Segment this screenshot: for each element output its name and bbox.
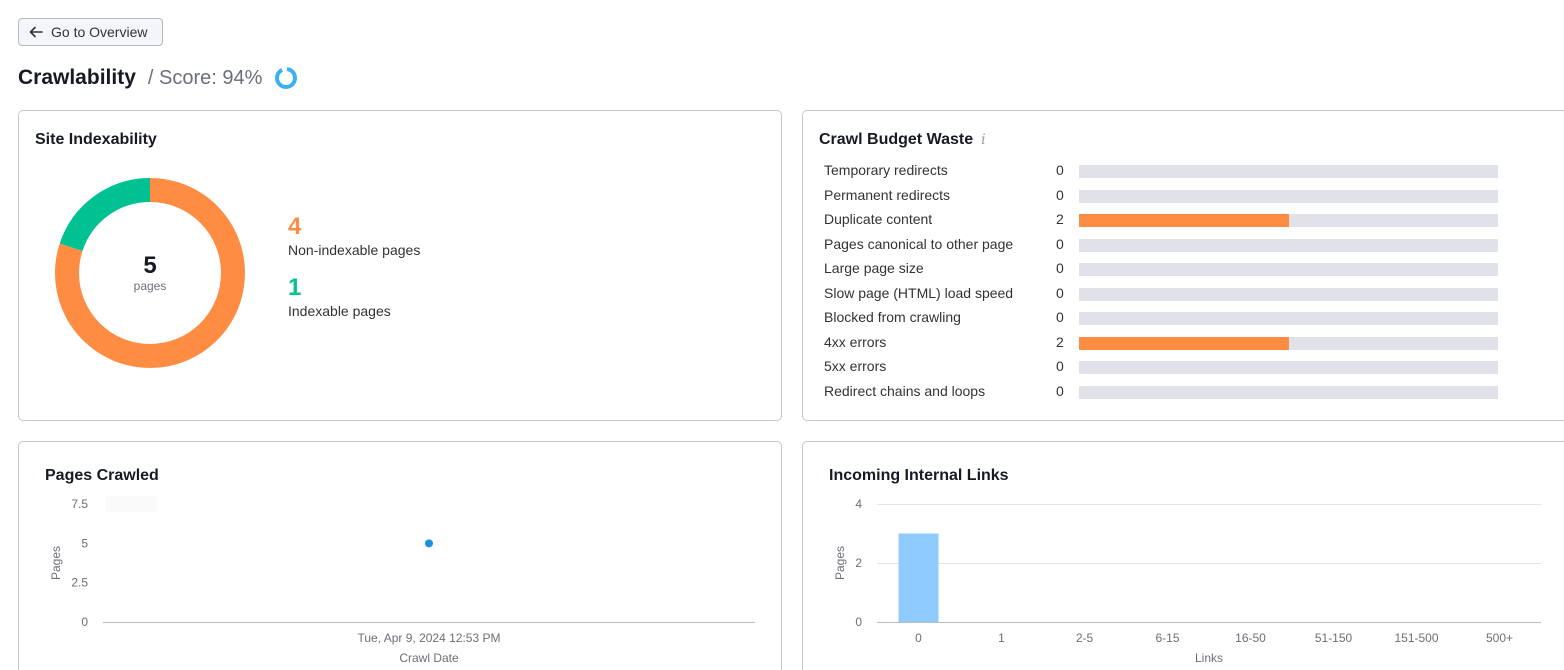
donut-segment-indexable[interactable] [55, 178, 245, 368]
crawl-budget-row[interactable]: Pages canonical to other page 0 [824, 236, 1504, 256]
pages-crawled-chart: 0 2.5 5 7.5 Pages Tue, Apr 9, 2024 12:53 PM Cr… [49, 496, 755, 665]
y-axis-label: Pages [833, 546, 847, 580]
crawl-budget-bar-track [1079, 214, 1498, 227]
y-tick-label: 2 [855, 556, 862, 570]
crawl-budget-row[interactable]: 4xx errors 2 [824, 334, 1504, 354]
x-tick-label: 151-500 [1394, 631, 1438, 645]
crawl-budget-row[interactable]: Temporary redirects 0 [824, 162, 1504, 182]
crawl-budget-bar-fill [1079, 214, 1289, 227]
x-tick-label: 51-150 [1315, 631, 1353, 645]
x-tick-label: 0 [915, 631, 922, 645]
indexable-stat[interactable]: 1 Indexable pages [288, 274, 391, 320]
crawl-budget-row-label: Permanent redirects [824, 186, 951, 203]
crawl-budget-row-value: 0 [1056, 186, 1064, 203]
indexability-donut-chart: 5 pages [55, 178, 245, 368]
crawl-budget-row-value: 0 [1056, 260, 1064, 276]
crawl-budget-row-value: 0 [1056, 382, 1064, 399]
crawl-budget-row[interactable]: Large page size 0 [824, 260, 1504, 280]
incoming-internal-links-card: Incoming Internal Links 0 2 4 Pages 0 1 2-5 6-1… [802, 441, 1564, 670]
pages-crawled-card: Pages Crawled 0 2.5 5 7.5 Pages Tue, Apr 9, 2… [18, 441, 782, 670]
data-point[interactable] [425, 539, 433, 548]
page-header: Crawlability / Score: 94% [18, 63, 298, 93]
page-title: Crawlability [18, 66, 136, 89]
x-tick-label: 1 [998, 631, 1005, 645]
y-tick-label: 0 [855, 615, 862, 629]
pages-crawled-title: Pages Crawled [45, 467, 159, 484]
x-tick-label: Tue, Apr 9, 2024 12:53 PM [358, 631, 501, 645]
non-indexable-stat[interactable]: 4 Non-indexable pages [288, 213, 421, 259]
incoming-links-chart: 0 2 4 Pages 0 1 2-5 6-15 16-50 51-150 151-500 500+ L… [833, 497, 1541, 665]
crawl-budget-row[interactable]: Redirect chains and loops 0 [824, 383, 1504, 403]
score-text: / Score: 94% [147, 66, 263, 89]
go-to-overview-button[interactable]: Go to Overview [18, 18, 163, 46]
crawl-budget-row-label: 5xx errors [824, 358, 887, 374]
crawl-budget-row[interactable]: Slow page (HTML) load speed 0 [824, 285, 1504, 305]
crawl-budget-row[interactable]: Blocked from crawling 0 [824, 309, 1504, 329]
arrow-left-icon [29, 26, 43, 38]
crawl-budget-bar-track [1079, 361, 1498, 374]
donut-total-value: 5 [143, 252, 157, 279]
crawl-budget-row-value: 2 [1056, 333, 1064, 350]
donut-total-unit: pages [133, 279, 167, 293]
crawl-budget-bar-track [1079, 263, 1498, 276]
x-axis-label: Links [1195, 651, 1223, 665]
crawl-budget-waste-title: Crawl Budget Waste [819, 131, 974, 148]
crawl-budget-waste-header: Crawl Budget Waste i [819, 131, 986, 149]
crawl-budget-row-value: 0 [1056, 162, 1064, 178]
y-tick-label: 0 [81, 615, 88, 629]
incoming-internal-links-title: Incoming Internal Links [829, 467, 1009, 484]
crawl-budget-bar-track [1079, 385, 1498, 399]
crawl-budget-row[interactable]: 5xx errors 0 [824, 358, 1504, 378]
crawl-budget-row-label: Redirect chains and loops [824, 382, 986, 399]
chart-shade-rect [105, 496, 157, 512]
score-ring-icon [275, 67, 298, 89]
crawl-budget-row-value: 2 [1056, 211, 1064, 227]
crawl-budget-row-label: Temporary redirects [824, 162, 948, 178]
x-tick-label: 500+ [1486, 631, 1513, 645]
crawl-budget-row-label: Pages canonical to other page [824, 235, 1014, 252]
y-tick-label: 4 [855, 497, 862, 511]
crawl-budget-bar-fill [1079, 336, 1289, 350]
x-tick-label: 6-15 [1155, 631, 1179, 645]
info-icon[interactable]: i [981, 132, 986, 148]
crawl-budget-row[interactable]: Duplicate content 2 [824, 211, 1504, 231]
indexable-value: 1 [288, 274, 302, 301]
crawl-budget-row-value: 0 [1056, 284, 1064, 301]
crawl-budget-bar-track [1079, 312, 1498, 325]
y-axis-label: Pages [49, 546, 63, 580]
y-tick-label: 7.5 [71, 497, 88, 511]
crawl-budget-row-value: 0 [1056, 309, 1064, 325]
crawl-budget-bar-track [1079, 287, 1498, 301]
crawl-budget-row-value: 0 [1056, 235, 1064, 252]
crawl-budget-bar-track [1079, 336, 1498, 350]
y-tick-label: 2.5 [71, 576, 88, 590]
site-indexability-card: Site Indexability 5 pages 4 Non-indexabl… [18, 110, 782, 421]
crawl-budget-row[interactable]: Permanent redirects 0 [824, 187, 1504, 207]
x-tick-label: 16-50 [1235, 631, 1266, 645]
x-axis-label: Crawl Date [399, 651, 459, 665]
x-tick-label: 2-5 [1076, 631, 1094, 645]
site-indexability-title: Site Indexability [35, 131, 157, 148]
y-tick-label: 5 [81, 536, 88, 550]
crawl-budget-waste-card: Crawl Budget Waste i Temporary redirects 0… [802, 110, 1564, 421]
crawl-budget-row-label: Blocked from crawling [824, 309, 961, 325]
non-indexable-value: 4 [288, 213, 302, 240]
non-indexable-label: Non-indexable pages [288, 242, 421, 258]
crawl-budget-row-label: 4xx errors [824, 333, 887, 350]
crawl-budget-bar-track [1079, 189, 1498, 203]
indexable-label: Indexable pages [288, 303, 391, 319]
crawl-budget-bar-track [1079, 165, 1498, 178]
crawl-budget-bar-track [1079, 238, 1498, 252]
crawl-budget-row-label: Duplicate content [824, 211, 933, 227]
go-to-overview-label: Go to Overview [51, 24, 148, 40]
crawl-budget-row-label: Large page size [824, 260, 924, 276]
bar[interactable] [898, 533, 939, 623]
crawl-budget-row-value: 0 [1056, 358, 1064, 374]
crawl-budget-row-label: Slow page (HTML) load speed [824, 284, 1014, 301]
